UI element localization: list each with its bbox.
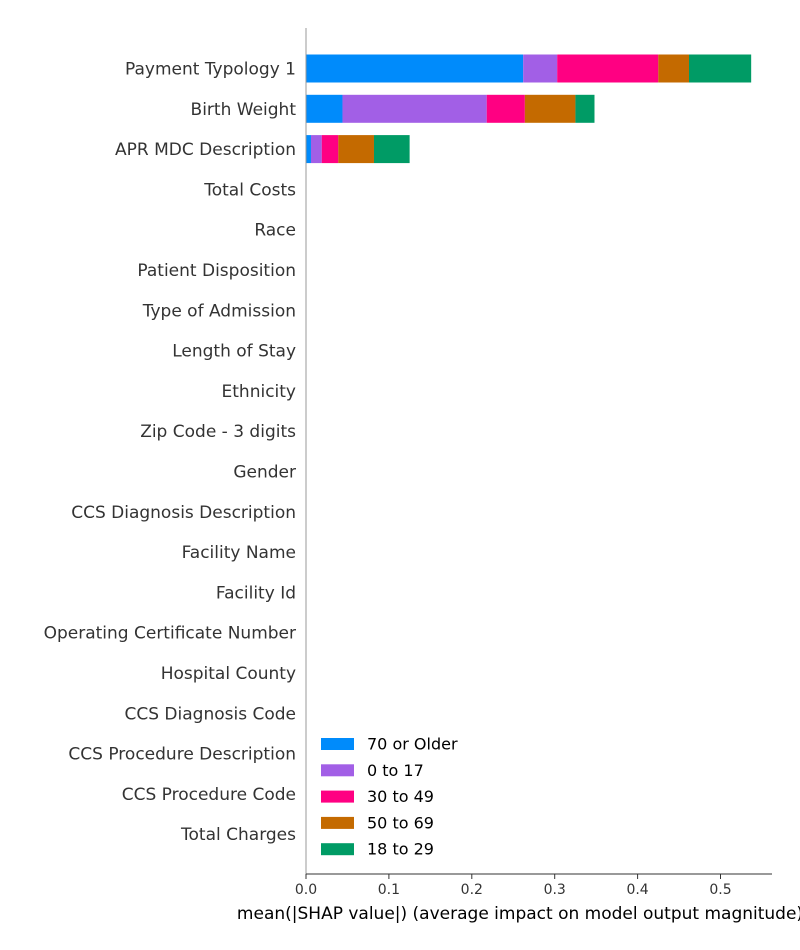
feature-label: Length of Stay — [172, 342, 296, 362]
feature-label: CCS Diagnosis Description — [71, 503, 296, 523]
x-tick-label: 0.0 — [295, 882, 317, 898]
bar-segment — [557, 54, 659, 83]
bar-segment — [658, 54, 689, 83]
feature-label: Total Charges — [180, 825, 296, 845]
bar-segment — [688, 54, 752, 83]
x-tick-label: 0.4 — [626, 882, 648, 898]
x-ticks: 0.0 0.1 0.2 0.3 0.4 0.5 — [295, 874, 732, 898]
feature-label: Total Costs — [203, 180, 296, 200]
x-tick-label: 0.3 — [544, 882, 566, 898]
x-tick-label: 0.5 — [709, 882, 731, 898]
legend-label: 0 to 17 — [367, 761, 424, 780]
bar-segment — [342, 94, 487, 123]
feature-label: Payment Typology 1 — [125, 60, 296, 80]
feature-label: Type of Admission — [142, 301, 296, 321]
bar-segment — [310, 135, 322, 164]
bar-layer — [306, 54, 752, 164]
bar-segment — [373, 135, 410, 164]
bar-segment — [575, 94, 595, 123]
legend-label: 18 to 29 — [367, 840, 434, 859]
legend: 70 or Older 0 to 17 30 to 49 50 to 69 18 to … — [321, 735, 458, 859]
bar-segment — [306, 135, 311, 164]
feature-label: Race — [254, 221, 296, 241]
feature-label: Operating Certificate Number — [44, 624, 296, 644]
x-axis-title: mean(|SHAP value|) (average impact on mo… — [237, 904, 800, 924]
feature-label: Facility Id — [216, 583, 296, 603]
bar-segment — [306, 94, 343, 123]
x-tick-label: 0.2 — [461, 882, 483, 898]
legend-swatch — [321, 843, 354, 856]
feature-label: Hospital County — [161, 664, 296, 684]
legend-swatch — [321, 816, 354, 829]
feature-label: Gender — [233, 463, 296, 483]
bar-segment — [523, 54, 558, 83]
bar-segment — [524, 94, 576, 123]
bar-segment — [338, 135, 374, 164]
legend-label: 50 to 69 — [367, 813, 434, 832]
feature-label: Patient Disposition — [137, 261, 296, 281]
feature-label: Zip Code - 3 digits — [140, 422, 296, 442]
bar-segment — [306, 54, 524, 83]
bar-segment — [321, 135, 339, 164]
x-tick-label: 0.1 — [378, 882, 400, 898]
feature-labels: Payment Typology 1 Birth Weight APR MDC De… — [44, 60, 297, 846]
bar-segment — [486, 94, 525, 123]
legend-swatch — [321, 738, 354, 750]
feature-label: Facility Name — [182, 543, 296, 563]
legend-swatch — [321, 764, 354, 777]
feature-label: CCS Procedure Code — [122, 785, 296, 805]
legend-swatch — [321, 790, 354, 803]
feature-label: Birth Weight — [191, 100, 297, 120]
feature-label: Ethnicity — [222, 382, 296, 402]
legend-label: 70 or Older — [367, 735, 458, 754]
feature-label: APR MDC Description — [115, 140, 296, 160]
feature-label: CCS Diagnosis Code — [125, 704, 297, 724]
legend-label: 30 to 49 — [367, 787, 434, 806]
feature-label: CCS Procedure Description — [68, 745, 296, 765]
